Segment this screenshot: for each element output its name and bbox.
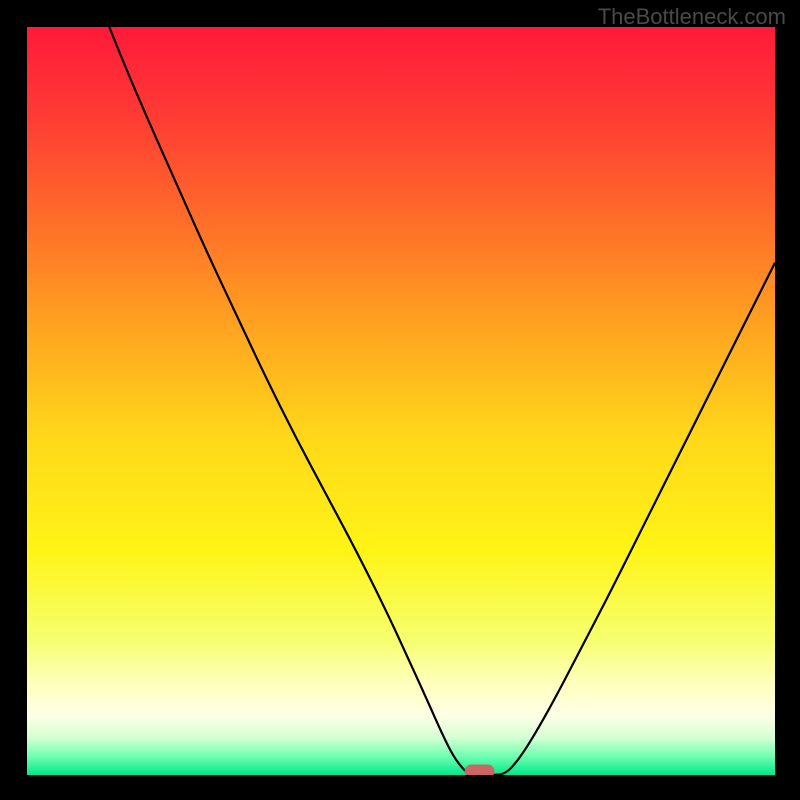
plot-area: [27, 27, 775, 775]
chart-frame: TheBottleneck.com: [0, 0, 800, 800]
optimal-marker: [465, 765, 495, 775]
gradient-background: [27, 27, 775, 775]
